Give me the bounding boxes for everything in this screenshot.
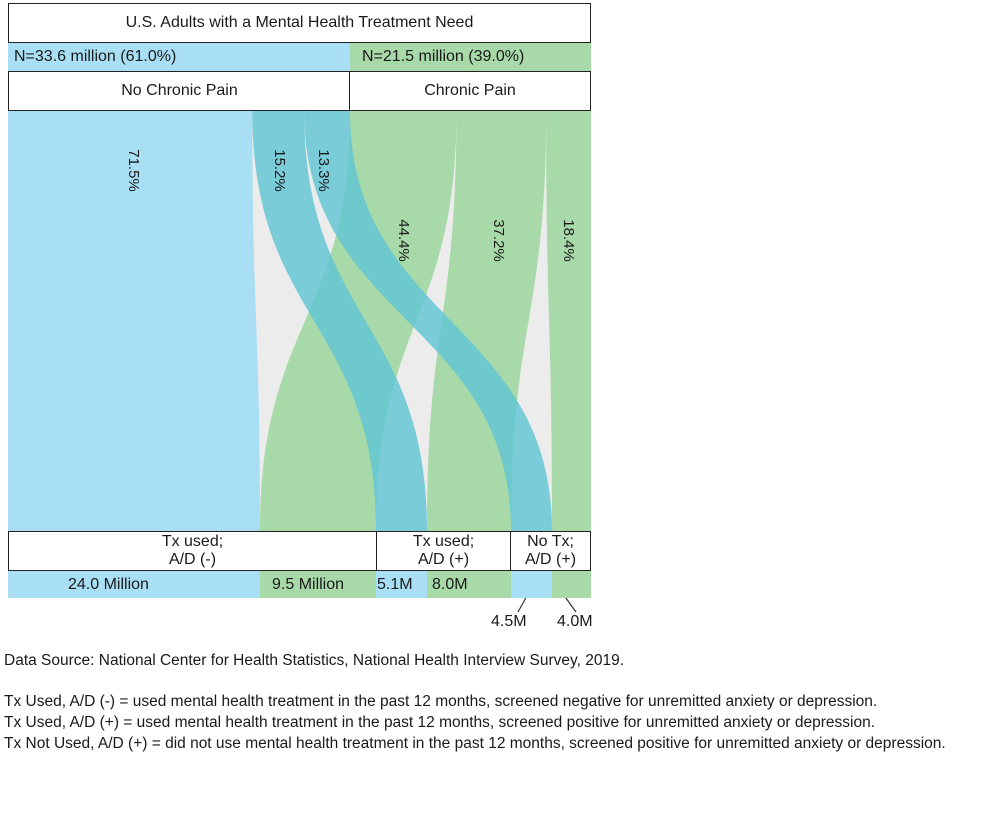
pct-label-no-pain-tx-neg: 71.5% — [124, 149, 142, 192]
pct-label-pain-tx-neg: 44.4% — [394, 219, 412, 262]
value-label-pain-tx-neg: 9.5 Million — [272, 576, 345, 593]
definition-tx-used-pos: Tx Used, A/D (+) = used mental health tr… — [4, 714, 876, 731]
node-label-line1: No Tx; — [527, 533, 574, 550]
node-tx-used-ad-neg: Tx used; A/D (-) — [8, 531, 377, 571]
node-label-line2: A/D (+) — [417, 551, 470, 568]
flow-no-pain-tx-pos — [252, 111, 427, 531]
node-label-line2: A/D (-) — [168, 551, 217, 568]
value-label-no-pain-notx: 4.5M — [491, 613, 527, 630]
value-band-pain-notx — [552, 571, 591, 598]
pct-label-pain-tx-pos: 37.2% — [489, 219, 507, 262]
value-label-no-pain-tx-pos: 5.1M — [377, 576, 413, 593]
flow-pain-notx — [546, 111, 591, 531]
value-label-no-pain-tx-neg: 24.0 Million — [68, 576, 149, 593]
chart-notes: Data Source: National Center for Health … — [4, 650, 998, 754]
value-label-pain-tx-pos: 8.0M — [432, 576, 468, 593]
flow-pain-tx-pos — [427, 111, 547, 531]
node-label-line1: Tx used; — [161, 533, 224, 550]
value-band-no-pain-tx-pos — [376, 571, 427, 598]
node-label-line2: A/D (+) — [524, 551, 577, 568]
flow-overlap-notx — [304, 111, 552, 531]
node-no-chronic-pain: No Chronic Pain — [8, 71, 351, 111]
value-band-pain-tx-pos — [427, 571, 511, 598]
pct-label-pain-notx: 18.4% — [559, 219, 577, 262]
pct-label-no-pain-tx-pos: 15.2% — [270, 149, 288, 192]
node-tx-used-ad-pos: Tx used; A/D (+) — [376, 531, 511, 571]
flow-no-pain-tx-neg — [8, 111, 260, 531]
value-band-no-pain-tx-neg — [8, 571, 260, 598]
source-total-no-pain: N=33.6 million (61.0%) — [8, 43, 350, 71]
flow-overlap-tx-pos — [252, 111, 427, 531]
node-label-line1: Tx used; — [412, 533, 475, 550]
value-band-pain-tx-neg — [260, 571, 376, 598]
definition-tx-not-used-pos: Tx Not Used, A/D (+) = did not use menta… — [4, 735, 946, 752]
value-band-no-pain-notx — [511, 571, 552, 598]
pct-label-no-pain-notx: 13.3% — [314, 149, 332, 192]
source-total-pain: N=21.5 million (39.0%) — [350, 43, 591, 71]
node-no-tx-ad-pos: No Tx; A/D (+) — [510, 531, 591, 571]
definition-tx-used-neg: Tx Used, A/D (-) = used mental health tr… — [4, 693, 878, 710]
chart-title: U.S. Adults with a Mental Health Treatme… — [8, 3, 591, 43]
flow-no-pain-notx — [304, 111, 552, 531]
value-label-pain-notx: 4.0M — [557, 613, 593, 630]
data-source-note: Data Source: National Center for Health … — [4, 652, 625, 669]
node-chronic-pain: Chronic Pain — [349, 71, 591, 111]
